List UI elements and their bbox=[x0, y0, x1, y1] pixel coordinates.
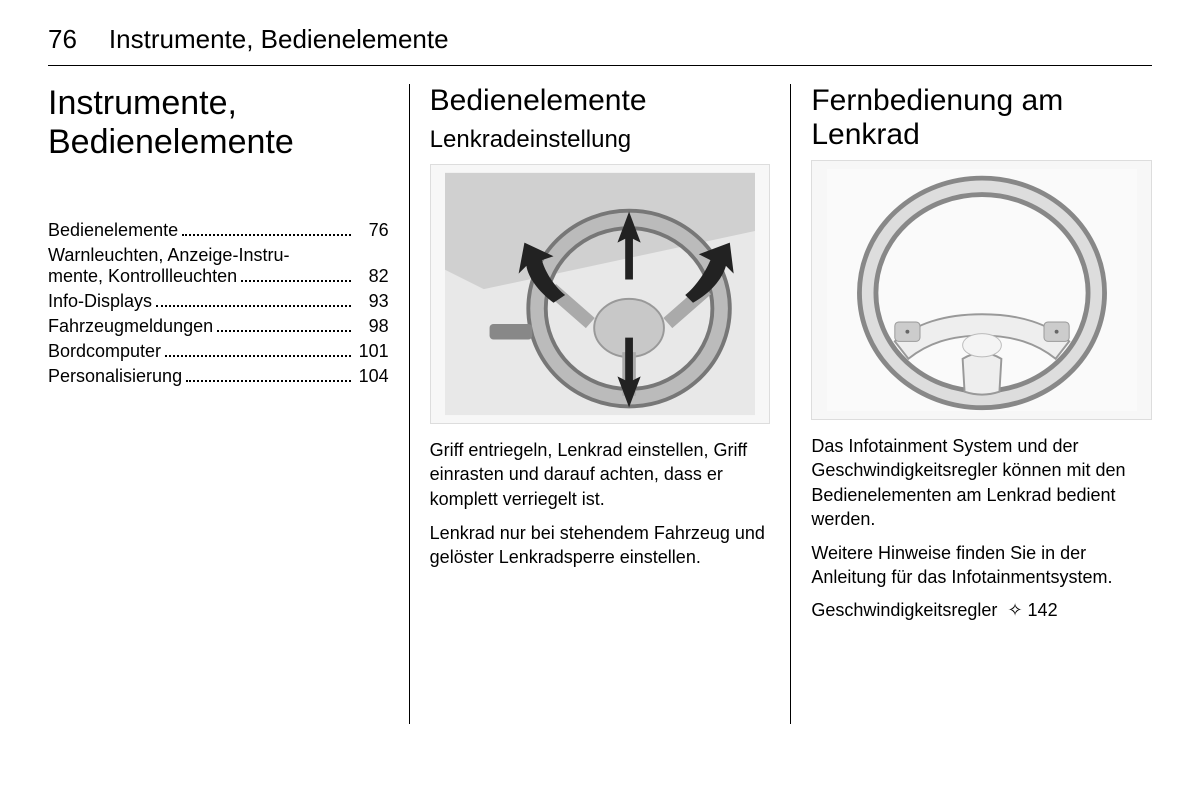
column-bedienelemente: Bedienelemente Lenkradeinstellung Griff … bbox=[409, 84, 791, 724]
col3-para2: Weitere Hinweise finden Sie in der Anlei… bbox=[811, 541, 1152, 590]
toc-entry: Bedienelemente 76 bbox=[48, 220, 389, 241]
xref-arrow-icon: ✧ bbox=[1002, 600, 1027, 620]
toc-dots bbox=[165, 355, 351, 357]
steering-adjust-illustration bbox=[430, 164, 771, 424]
chapter-title: Instrumente, Bedienelemente bbox=[48, 84, 389, 162]
toc-entry: Warnleuchten, Anzeige-Instru-mente, Kont… bbox=[48, 245, 389, 287]
toc-label: Bordcomputer bbox=[48, 341, 161, 362]
cross-reference: Geschwindigkeitsregler ✧ 142 bbox=[811, 600, 1152, 621]
column-fernbedienung: Fernbedienung am Lenkrad Das Infotainmen… bbox=[790, 84, 1152, 724]
toc-label: Bedienelemente bbox=[48, 220, 178, 241]
col2-para1: Griff entriegeln, Lenkrad einstellen, Gr… bbox=[430, 438, 771, 511]
toc-label: Info-Displays bbox=[48, 291, 152, 312]
toc-page: 104 bbox=[355, 366, 389, 387]
toc-dots bbox=[182, 234, 351, 236]
toc-page: 93 bbox=[355, 291, 389, 312]
xref-label: Geschwindigkeitsregler bbox=[811, 600, 997, 620]
col2-subtitle: Lenkradeinstellung bbox=[430, 126, 771, 154]
toc-label: Warnleuchten, Anzeige-Instru- bbox=[48, 245, 389, 266]
content-columns: Instrumente, Bedienelemente Bedienelemen… bbox=[48, 84, 1152, 724]
steering-adjust-svg bbox=[445, 169, 755, 419]
steering-remote-illustration bbox=[811, 160, 1152, 420]
toc-page: 76 bbox=[355, 220, 389, 241]
toc-entry: Personalisierung 104 bbox=[48, 366, 389, 387]
toc-entry: Info-Displays 93 bbox=[48, 291, 389, 312]
table-of-contents: Bedienelemente 76 Warnleuchten, Anzeige-In… bbox=[48, 220, 389, 387]
xref-page: 142 bbox=[1028, 600, 1058, 620]
toc-entry: Bordcomputer 101 bbox=[48, 341, 389, 362]
toc-dots bbox=[156, 305, 351, 307]
toc-page: 82 bbox=[355, 266, 389, 287]
toc-dots bbox=[217, 330, 351, 332]
toc-page: 98 bbox=[355, 316, 389, 337]
toc-page: 101 bbox=[355, 341, 389, 362]
toc-entry: Fahrzeugmeldungen 98 bbox=[48, 316, 389, 337]
column-toc: Instrumente, Bedienelemente Bedienelemen… bbox=[48, 84, 409, 724]
header-section-name: Instrumente, Bedienelemente bbox=[109, 24, 449, 55]
page-header: 76 Instrumente, Bedienelemente bbox=[48, 24, 1152, 66]
col3-para1: Das Infotainment System und der Geschwin… bbox=[811, 434, 1152, 531]
toc-dots bbox=[241, 280, 351, 282]
toc-dots bbox=[186, 380, 351, 382]
toc-label: Fahrzeugmeldungen bbox=[48, 316, 213, 337]
page-number: 76 bbox=[48, 24, 77, 55]
toc-label: mente, Kontrollleuchten bbox=[48, 266, 237, 287]
col3-title: Fernbedienung am Lenkrad bbox=[811, 84, 1152, 152]
col2-para2: Lenkrad nur bei stehendem Fahrzeug und g… bbox=[430, 521, 771, 570]
col2-title: Bedienelemente bbox=[430, 84, 771, 118]
toc-label: Personalisierung bbox=[48, 366, 182, 387]
steering-remote-svg bbox=[827, 165, 1137, 415]
